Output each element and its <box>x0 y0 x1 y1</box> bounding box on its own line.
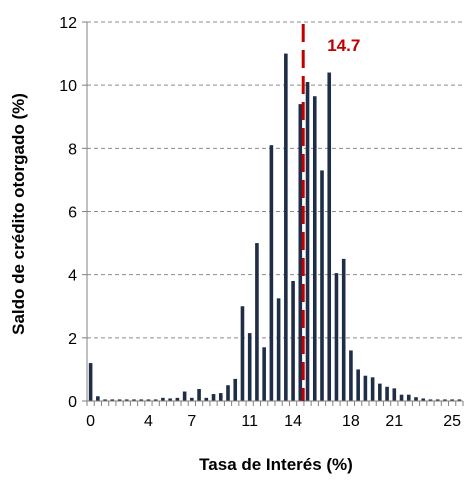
bar <box>400 395 404 401</box>
y-tick-label: 2 <box>68 331 77 348</box>
y-tick-label: 8 <box>68 141 77 158</box>
bar <box>393 388 397 401</box>
x-tick-label: 21 <box>385 413 403 430</box>
bar <box>248 333 252 401</box>
bar <box>299 104 303 401</box>
bar <box>233 379 237 401</box>
reference-line-label: 14.7 <box>327 36 360 55</box>
x-tick-label: 4 <box>144 413 153 430</box>
bar <box>378 384 382 401</box>
axes: 0 2 4 6 8 10 12 0 4 7 11 14 18 21 25 <box>59 15 463 430</box>
bar <box>320 170 324 401</box>
y-tick-label: 12 <box>59 15 77 32</box>
bar <box>89 363 93 401</box>
x-tick-label: 7 <box>187 413 196 430</box>
x-tick-label: 11 <box>241 413 258 430</box>
x-tick-label: 0 <box>86 413 95 430</box>
bar <box>385 387 389 401</box>
bar <box>262 347 266 401</box>
x-tick-label: 14 <box>284 413 302 430</box>
bar <box>212 394 216 401</box>
y-tick-label: 6 <box>68 205 77 222</box>
bar <box>414 397 418 401</box>
bar <box>197 389 201 401</box>
x-axis-title: Tasa de Interés (%) <box>199 455 353 474</box>
bar <box>327 73 331 401</box>
bars <box>89 54 461 401</box>
bar <box>407 395 411 401</box>
bar <box>241 306 245 401</box>
bar <box>255 243 259 401</box>
y-tick-label: 4 <box>68 268 77 285</box>
bar <box>335 273 339 401</box>
bar <box>356 369 360 401</box>
gridlines <box>87 22 463 338</box>
y-axis-title: Saldo de crédito otorgado (%) <box>9 93 28 335</box>
y-tick-label: 0 <box>68 394 77 411</box>
bar <box>313 96 317 401</box>
x-tick-label: 18 <box>342 413 360 430</box>
bar <box>226 385 230 401</box>
bar <box>371 377 375 401</box>
y-tick-label: 10 <box>59 78 77 95</box>
bar <box>291 281 295 401</box>
bar <box>284 54 288 401</box>
bar <box>342 259 346 401</box>
bar <box>306 82 310 401</box>
bar <box>349 350 353 401</box>
bar <box>364 376 368 401</box>
bar <box>219 393 223 401</box>
annotation: 14.7 <box>303 24 360 401</box>
x-tick-label: 25 <box>443 413 461 430</box>
bar <box>183 392 187 401</box>
bar <box>277 298 281 401</box>
bar <box>96 396 100 401</box>
bar <box>270 145 274 401</box>
